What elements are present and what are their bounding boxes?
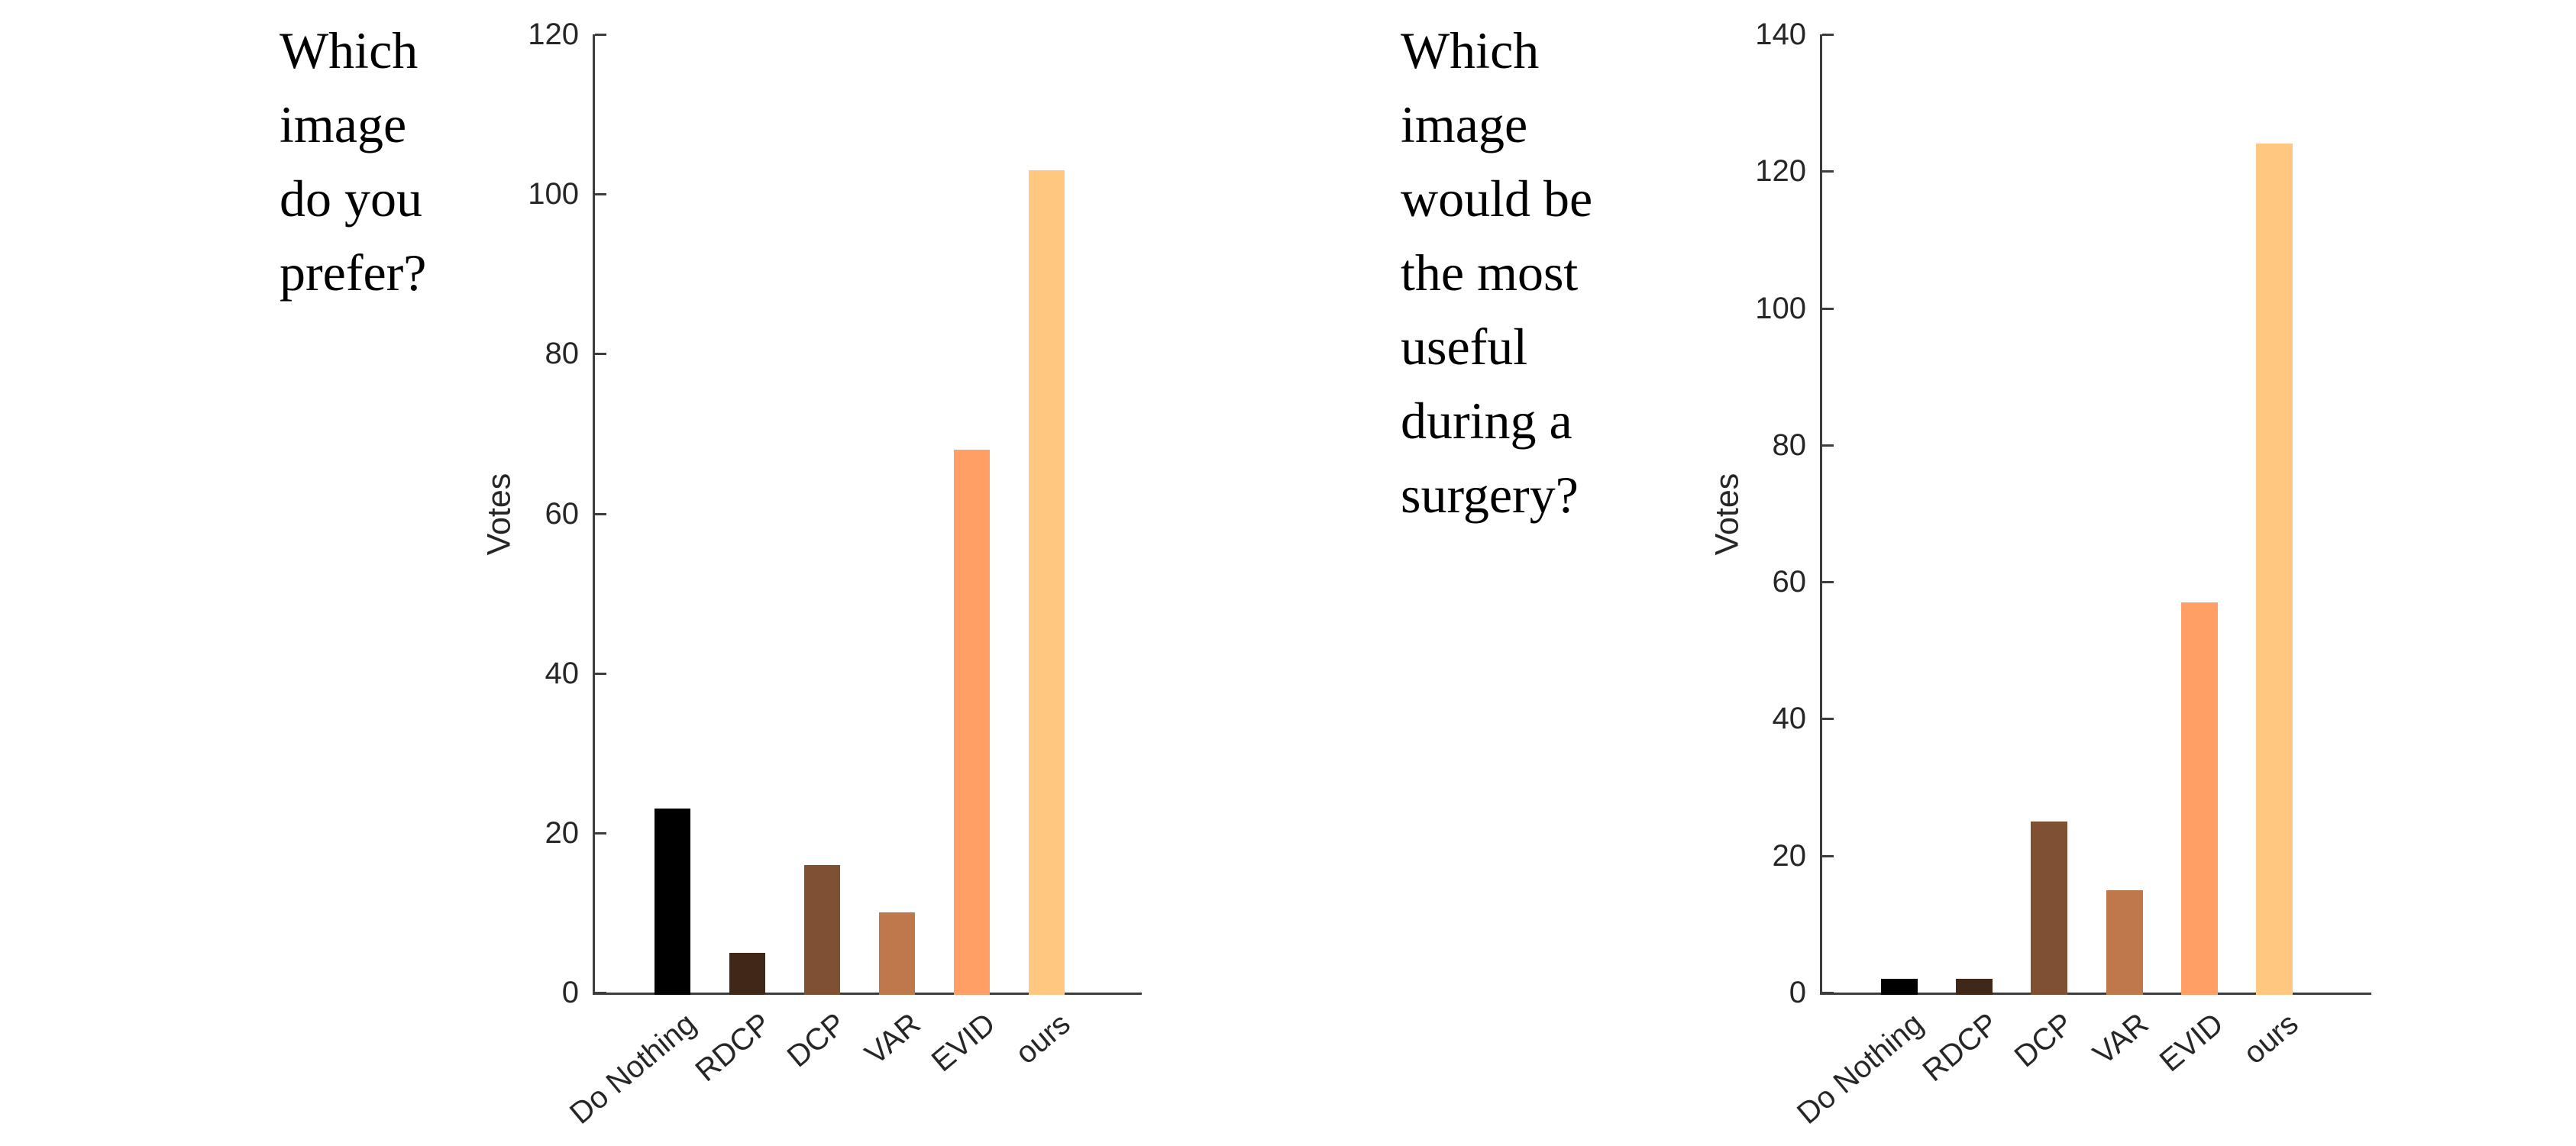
y-tick-label: 20 <box>545 815 580 850</box>
chart-question: Which image do you prefer? <box>280 14 426 310</box>
y-tick-mark <box>1822 170 1834 173</box>
y-tick-mark <box>1822 444 1834 447</box>
y-axis-line <box>1820 34 1822 995</box>
y-tick-label: 140 <box>1755 18 1806 51</box>
y-tick-label: 0 <box>561 976 579 1009</box>
x-axis-line <box>1820 993 2371 995</box>
y-tick-mark <box>1822 854 1834 857</box>
y-tick-mark <box>595 831 606 834</box>
chart-question-line: would be <box>1401 169 1593 228</box>
y-tick-label: 40 <box>545 656 580 690</box>
bar-rdcp <box>729 952 765 995</box>
bar-dcp <box>803 864 840 995</box>
chart-question-line: during a <box>1401 392 1572 450</box>
chart-question-line: Which <box>280 21 419 79</box>
bar-evid <box>953 449 990 995</box>
bar-do-nothing <box>1881 979 1918 995</box>
y-tick-label: 80 <box>545 337 580 371</box>
y-tick-mark <box>595 512 606 515</box>
bar-var <box>878 912 915 995</box>
chart-question-line: image <box>280 95 407 153</box>
y-tick-mark <box>1822 307 1834 310</box>
bar-do-nothing <box>654 809 690 995</box>
bar-rdcp <box>1956 979 1993 995</box>
y-tick-label: 100 <box>1755 291 1806 325</box>
chart-question-line: image <box>1401 95 1528 153</box>
y-tick-mark <box>595 353 606 356</box>
y-tick-label: 60 <box>545 496 580 531</box>
y-tick-mark <box>595 34 606 36</box>
y-tick-label: 40 <box>1772 702 1807 736</box>
y-tick-label: 60 <box>1772 565 1807 599</box>
chart-question-line: the most <box>1401 244 1579 302</box>
chart-question-line: prefer? <box>280 244 427 302</box>
bar-ours <box>2256 144 2293 995</box>
y-tick-mark <box>1822 34 1834 36</box>
bar-dcp <box>2031 821 2068 995</box>
x-axis-line <box>593 993 1142 995</box>
chart-question-line: useful <box>1401 318 1528 376</box>
y-tick-label: 80 <box>1772 428 1807 462</box>
y-tick-mark <box>1822 718 1834 721</box>
chart-question-line: Which <box>1401 21 1540 79</box>
chart-question-line: surgery? <box>1401 466 1579 524</box>
y-axis-line <box>593 34 595 995</box>
y-tick-mark <box>595 672 606 675</box>
y-tick-label: 0 <box>1789 976 1806 1009</box>
y-tick-mark <box>1822 581 1834 584</box>
bar-evid <box>2180 602 2218 995</box>
chart-question-line: do you <box>280 169 422 228</box>
chart-question: Which image would be the most useful during a… <box>1401 14 1592 532</box>
y-tick-label: 20 <box>1772 838 1807 873</box>
y-tick-mark <box>595 193 606 196</box>
bar-var <box>2106 889 2143 995</box>
y-tick-label: 120 <box>528 18 579 51</box>
bar-ours <box>1028 169 1065 995</box>
y-tick-label: 120 <box>1755 154 1806 189</box>
y-tick-label: 100 <box>528 177 579 211</box>
